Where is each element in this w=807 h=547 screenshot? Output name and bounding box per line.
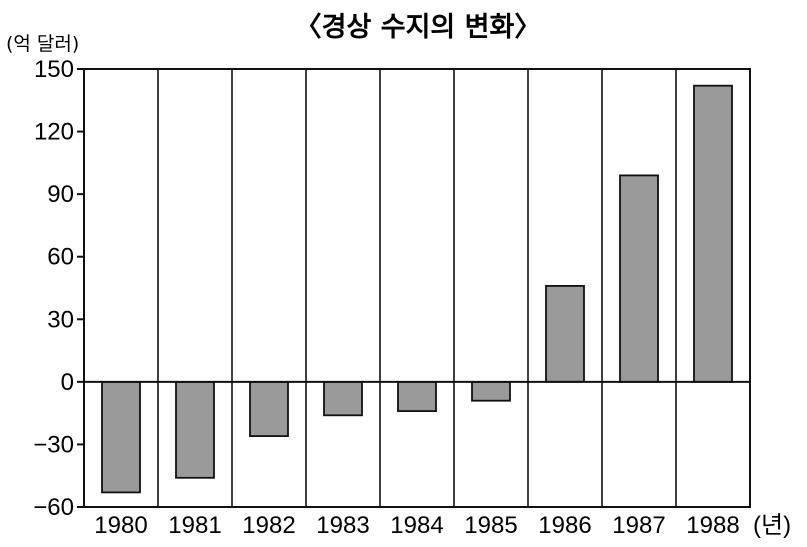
y-tick-label: 90 [47, 181, 74, 208]
bar-1980 [101, 380, 141, 494]
y-axis-ticks: 150 120 90 60 30 0 −30 −60 [33, 56, 84, 521]
x-tick-label: 1983 [316, 512, 369, 539]
bar-1988 [693, 84, 733, 383]
y-axis-unit-label: (억 달러) [6, 33, 79, 55]
bar-1982 [249, 380, 289, 437]
bar-1987 [619, 174, 659, 383]
bar-1986 [545, 284, 585, 383]
bar-1985 [471, 380, 511, 402]
x-tick-label: 1984 [390, 512, 443, 539]
bar-1983 [323, 380, 363, 417]
x-tick-label: 1988 [686, 512, 739, 539]
y-tick-label: 60 [47, 244, 74, 271]
chart-title: 〈경상 수지의 변화〉 [295, 12, 542, 43]
x-axis-unit-label: (년) [753, 512, 791, 539]
y-tick-label: −30 [33, 431, 74, 458]
x-tick-label: 1981 [168, 512, 221, 539]
x-tick-label: 1982 [242, 512, 295, 539]
bar-1984 [397, 380, 437, 412]
x-tick-label: 1980 [94, 512, 147, 539]
plot-frame [83, 68, 751, 508]
x-tick-label: 1986 [538, 512, 591, 539]
x-tick-label: 1987 [612, 512, 665, 539]
x-tick-label: 1985 [464, 512, 517, 539]
x-axis-labels: 1980 1981 1982 1983 1984 1985 1986 1987 1988 [94, 512, 739, 539]
bars-layer [101, 84, 733, 494]
y-tick-label: 120 [34, 119, 74, 146]
y-tick-label: 30 [47, 306, 74, 333]
bar-1981 [175, 380, 215, 479]
y-tick-label: 0 [61, 369, 74, 396]
y-tick-label: 150 [34, 56, 74, 83]
y-tick-label: −60 [33, 494, 74, 521]
plot-border [83, 68, 751, 508]
